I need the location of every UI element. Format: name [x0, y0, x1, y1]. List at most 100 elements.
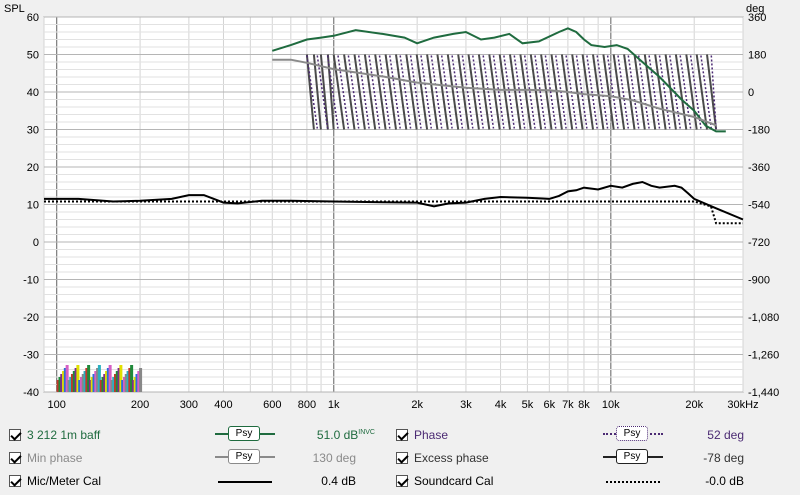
- checkbox-3212[interactable]: [9, 429, 21, 441]
- x-tick-label: 30kHz: [727, 399, 758, 411]
- distortion-bar: [103, 374, 107, 392]
- label-phase: Phase: [414, 428, 449, 442]
- y-axis-title-right: deg: [746, 3, 764, 15]
- psy-button-3212[interactable]: Psy: [215, 425, 275, 443]
- distortion-bar: [74, 368, 78, 392]
- y-tick-label-left: -30: [23, 350, 39, 362]
- series-line-min-phase: [272, 58, 717, 127]
- x-tick-label: 20k: [685, 399, 703, 411]
- value-mic-cal: 0.4 dB: [321, 474, 356, 488]
- checkbox-phase[interactable]: [396, 429, 408, 441]
- psy-button-min-phase[interactable]: Psy: [215, 448, 275, 466]
- distortion-bar: [94, 371, 98, 392]
- legend-row-2: Min phase Psy 130 deg Excess phase Psy -…: [0, 446, 800, 468]
- label-excess-phase: Excess phase: [414, 451, 489, 465]
- distortion-bar: [90, 377, 94, 392]
- legend: 3 212 1m baff Psy 51.0 dBINVC Phase Psy …: [0, 420, 800, 495]
- y-tick-label-right: -720: [748, 237, 770, 249]
- y-tick-label-right: 360: [748, 12, 766, 24]
- y-tick-label-left: 60: [27, 12, 39, 24]
- y-tick-label-right: -180: [748, 125, 770, 137]
- distortion-bar: [79, 377, 83, 392]
- y-tick-label-left: 20: [27, 162, 39, 174]
- distortion-bar: [114, 374, 118, 392]
- distortion-bar: [60, 374, 64, 392]
- distortion-bar: [81, 374, 85, 392]
- distortion-bar: [130, 365, 134, 392]
- distortion-bar: [67, 380, 71, 392]
- label-min-phase: Min phase: [27, 451, 83, 465]
- distortion-bar: [76, 365, 80, 392]
- y-tick-label-left: 10: [27, 200, 39, 212]
- y-tick-label-right: 180: [748, 50, 766, 62]
- distortion-bar: [87, 365, 91, 392]
- distortion-bar: [88, 380, 92, 392]
- distortion-bar: [126, 371, 130, 392]
- checkbox-mic-cal[interactable]: [9, 475, 21, 487]
- distortion-bar: [122, 377, 126, 392]
- distortion-bar: [62, 371, 66, 392]
- distortion-bar: [117, 368, 121, 392]
- distortion-bar: [96, 368, 100, 392]
- y-tick-label-right: -1,080: [748, 312, 779, 324]
- x-tick-label: 300: [180, 399, 198, 411]
- x-tick-label: 200: [131, 399, 149, 411]
- value-phase: 52 deg: [707, 428, 744, 442]
- distortion-bar: [105, 371, 109, 392]
- distortion-bar: [85, 368, 89, 392]
- psy-button-excess-phase[interactable]: Psy: [603, 448, 663, 466]
- distortion-bar: [131, 380, 135, 392]
- legend-row-3: Mic/Meter Cal 0.4 dB Soundcard Cal -0.0 …: [0, 469, 800, 491]
- y-tick-label-left: 40: [27, 87, 39, 99]
- label-soundcard-cal: Soundcard Cal: [414, 474, 494, 488]
- distortion-bar: [128, 368, 132, 392]
- x-tick-label: 10k: [602, 399, 620, 411]
- y-tick-label-right: -540: [748, 200, 770, 212]
- y-tick-label-left: 30: [27, 125, 39, 137]
- distortion-bar: [83, 371, 87, 392]
- frequency-response-chart: SPL deg6050403020100-10-20-30-403601800-1…: [4, 3, 779, 411]
- distortion-bar: [71, 374, 75, 392]
- x-tick-label: 7k: [562, 399, 574, 411]
- value-excess-phase: -78 deg: [703, 451, 744, 465]
- label-3212: 3 212 1m baff: [27, 428, 101, 442]
- value-soundcard-cal: -0.0 dB: [705, 474, 744, 488]
- excess-phase-trace-a: [305, 54, 335, 130]
- x-tick-label: 100: [47, 399, 65, 411]
- legend-row-1: 3 212 1m baff Psy 51.0 dBINVC Phase Psy …: [0, 423, 800, 445]
- distortion-bar: [106, 368, 110, 392]
- line-swatch-soundcard-cal: [606, 481, 660, 483]
- x-tick-label: 2k: [411, 399, 423, 411]
- distortion-bar: [135, 374, 139, 392]
- x-tick-label: 5k: [522, 399, 534, 411]
- y-tick-label-left: -10: [23, 275, 39, 287]
- distortion-bar: [97, 365, 101, 392]
- label-mic-cal: Mic/Meter Cal: [27, 474, 102, 488]
- distortion-bar: [72, 371, 76, 392]
- distortion-bar: [124, 374, 128, 392]
- excess-phase-trace: [332, 54, 718, 130]
- psy-button-phase[interactable]: Psy: [603, 425, 663, 443]
- checkbox-min-phase[interactable]: [9, 452, 21, 464]
- distortion-bar: [65, 365, 69, 392]
- distortion-bar: [139, 368, 143, 392]
- checkbox-excess-phase[interactable]: [396, 452, 408, 464]
- x-tick-label: 400: [214, 399, 232, 411]
- y-tick-label-left: -40: [23, 387, 39, 399]
- distortion-bar: [101, 377, 105, 392]
- distortion-bar: [121, 380, 125, 392]
- distortion-bar: [115, 371, 119, 392]
- y-tick-label-right: -900: [748, 275, 770, 287]
- y-tick-label-right: -1,260: [748, 350, 779, 362]
- checkbox-soundcard-cal[interactable]: [396, 475, 408, 487]
- series-line-mic-meter-cal: [44, 180, 744, 221]
- series-line-soundcard-cal: [44, 200, 743, 225]
- distortion-bar: [137, 371, 141, 392]
- distortion-bar: [119, 365, 123, 392]
- distortion-bar: [78, 380, 82, 392]
- x-tick-label: 3k: [460, 399, 472, 411]
- y-tick-label-right: 0: [748, 87, 754, 99]
- line-swatch-mic-cal: [218, 481, 272, 483]
- x-tick-label: 1k: [328, 399, 340, 411]
- y-tick-label-right: -1,440: [748, 387, 779, 399]
